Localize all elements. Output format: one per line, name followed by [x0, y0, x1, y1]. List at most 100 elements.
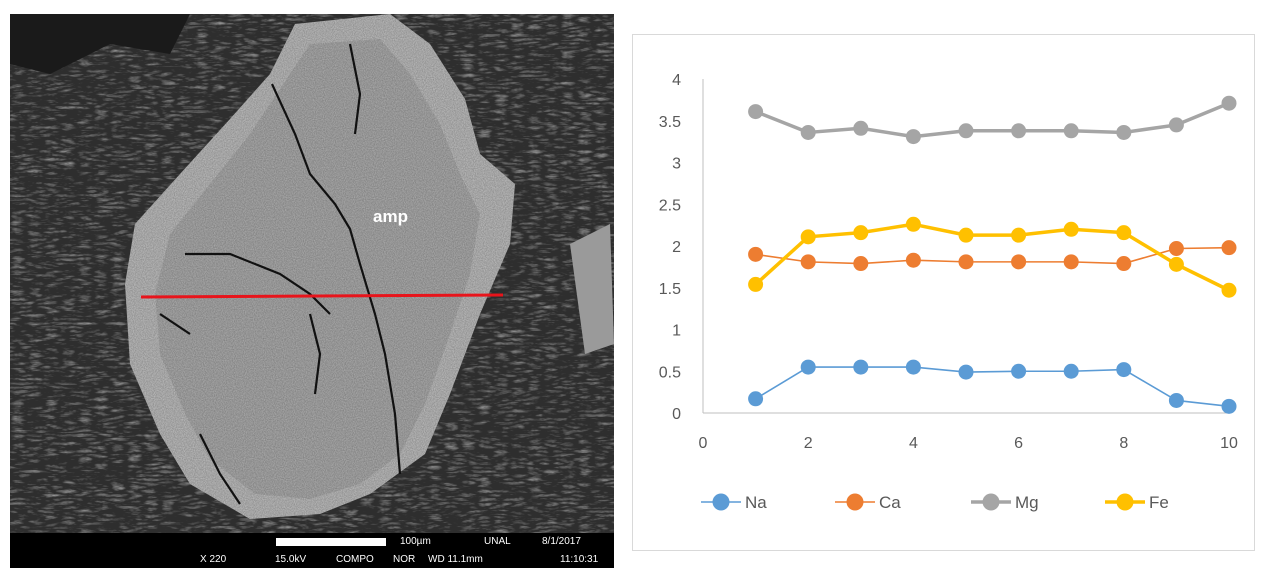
sem-grain-texture [125, 14, 515, 519]
series-fe [748, 216, 1237, 298]
chart-axes [702, 79, 1229, 414]
caption-mode: COMPO [336, 554, 374, 565]
data-point-ca [1168, 241, 1184, 257]
caption-voltage: 15.0kV [275, 554, 307, 565]
sem-image-panel: amp 100µm UNAL 8/1/2017 X 220 15.0kV COM… [10, 14, 614, 568]
data-point-na [1011, 363, 1027, 379]
y-tick-label: 1 [672, 323, 681, 340]
legend-item-ca: Ca [835, 493, 901, 512]
legend-item-mg: Mg [971, 493, 1039, 512]
data-point-fe [1063, 221, 1079, 237]
y-tick-label: 1.5 [659, 281, 681, 298]
y-tick-label: 2 [672, 239, 681, 256]
data-point-fe [800, 229, 816, 245]
data-point-mg [800, 124, 816, 140]
legend-label: Ca [879, 493, 901, 512]
sem-transect-line [140, 293, 504, 299]
y-tick-label: 3 [672, 156, 681, 173]
sem-cracks [159, 43, 402, 505]
data-point-na [1168, 392, 1184, 408]
data-point-mg [1116, 124, 1132, 140]
chart-legend: Na Ca Mg Fe [701, 493, 1169, 512]
chart-tick-labels: 0 0.5 1 1.5 2 2.5 3 3.5 4 0 2 4 6 8 10 [659, 72, 1238, 452]
data-point-ca [1011, 254, 1027, 270]
data-point-fe [748, 276, 764, 292]
y-tick-label: 4 [672, 72, 681, 89]
caption-magnification: X 220 [200, 554, 227, 565]
legend-label: Fe [1149, 493, 1169, 512]
legend-marker [846, 493, 864, 511]
series-mg [748, 95, 1237, 145]
legend-label: Mg [1015, 493, 1039, 512]
data-point-ca [853, 256, 869, 272]
data-point-na [1063, 363, 1079, 379]
data-point-na [958, 364, 974, 380]
data-point-na [800, 359, 816, 375]
caption-working-distance: WD 11.1mm [428, 554, 483, 565]
caption-institution: UNAL [484, 536, 511, 547]
data-point-mg [905, 129, 921, 145]
y-tick-label: 2.5 [659, 197, 681, 214]
x-tick-label: 2 [804, 435, 813, 452]
legend-marker [1116, 493, 1134, 511]
sem-dark-crystal [10, 14, 190, 74]
series-line-na [755, 366, 1230, 408]
legend-marker [982, 493, 1000, 511]
data-point-fe [1011, 227, 1027, 243]
data-point-mg [853, 120, 869, 136]
sem-caption-bar: 100µm UNAL 8/1/2017 X 220 15.0kV COMPO N… [10, 533, 614, 568]
caption-date: 8/1/2017 [542, 536, 581, 547]
x-tick-label: 4 [909, 435, 918, 452]
series-ca [748, 240, 1237, 272]
y-tick-label: 0 [672, 406, 681, 423]
x-tick-label: 0 [699, 435, 708, 452]
data-point-ca [1116, 256, 1132, 272]
scale-bar [276, 538, 386, 546]
sem-light-crystal [570, 224, 614, 354]
series-line-mg [754, 101, 1230, 139]
mineral-label-amp: amp [373, 207, 408, 226]
data-point-fe [958, 227, 974, 243]
data-point-fe [905, 216, 921, 232]
data-point-mg [748, 104, 764, 120]
series-line-ca [755, 246, 1230, 265]
chart-panel: 0 0.5 1 1.5 2 2.5 3 3.5 4 0 2 4 6 8 10 Na Ca Mg Fe [632, 34, 1255, 551]
caption-time: 11:10:31 [560, 554, 599, 565]
data-point-ca [905, 252, 921, 268]
y-tick-label: 0.5 [659, 364, 681, 381]
legend-item-na: Na [701, 493, 767, 512]
data-point-mg [1168, 117, 1184, 133]
data-point-na [1116, 362, 1132, 378]
data-point-na [905, 359, 921, 375]
series-na [748, 359, 1237, 414]
data-point-fe [1221, 282, 1237, 298]
data-point-mg [1221, 95, 1237, 111]
series-line-fe [754, 222, 1230, 292]
caption-signal: NOR [393, 554, 416, 565]
sem-micrograph: amp [10, 14, 614, 533]
data-point-ca [958, 254, 974, 270]
x-tick-label: 6 [1014, 435, 1023, 452]
data-point-ca [800, 254, 816, 270]
data-point-fe [1116, 225, 1132, 241]
legend-marker [712, 493, 730, 511]
x-tick-label: 8 [1119, 435, 1128, 452]
data-point-fe [1168, 256, 1184, 272]
data-point-mg [1011, 123, 1027, 139]
data-point-ca [748, 246, 764, 262]
y-tick-label: 3.5 [659, 114, 681, 131]
data-point-na [853, 359, 869, 375]
caption-scale: 100µm [400, 536, 431, 547]
data-point-mg [1063, 123, 1079, 139]
legend-item-fe: Fe [1105, 493, 1169, 512]
data-point-mg [958, 123, 974, 139]
legend-label: Na [745, 493, 767, 512]
data-point-na [748, 391, 764, 407]
data-point-fe [853, 225, 869, 241]
data-point-na [1221, 398, 1237, 414]
data-point-ca [1063, 254, 1079, 270]
x-tick-label: 10 [1220, 435, 1238, 452]
line-chart: 0 0.5 1 1.5 2 2.5 3 3.5 4 0 2 4 6 8 10 Na Ca Mg Fe [659, 72, 1238, 512]
chart-series [748, 95, 1237, 414]
data-point-ca [1221, 240, 1237, 256]
